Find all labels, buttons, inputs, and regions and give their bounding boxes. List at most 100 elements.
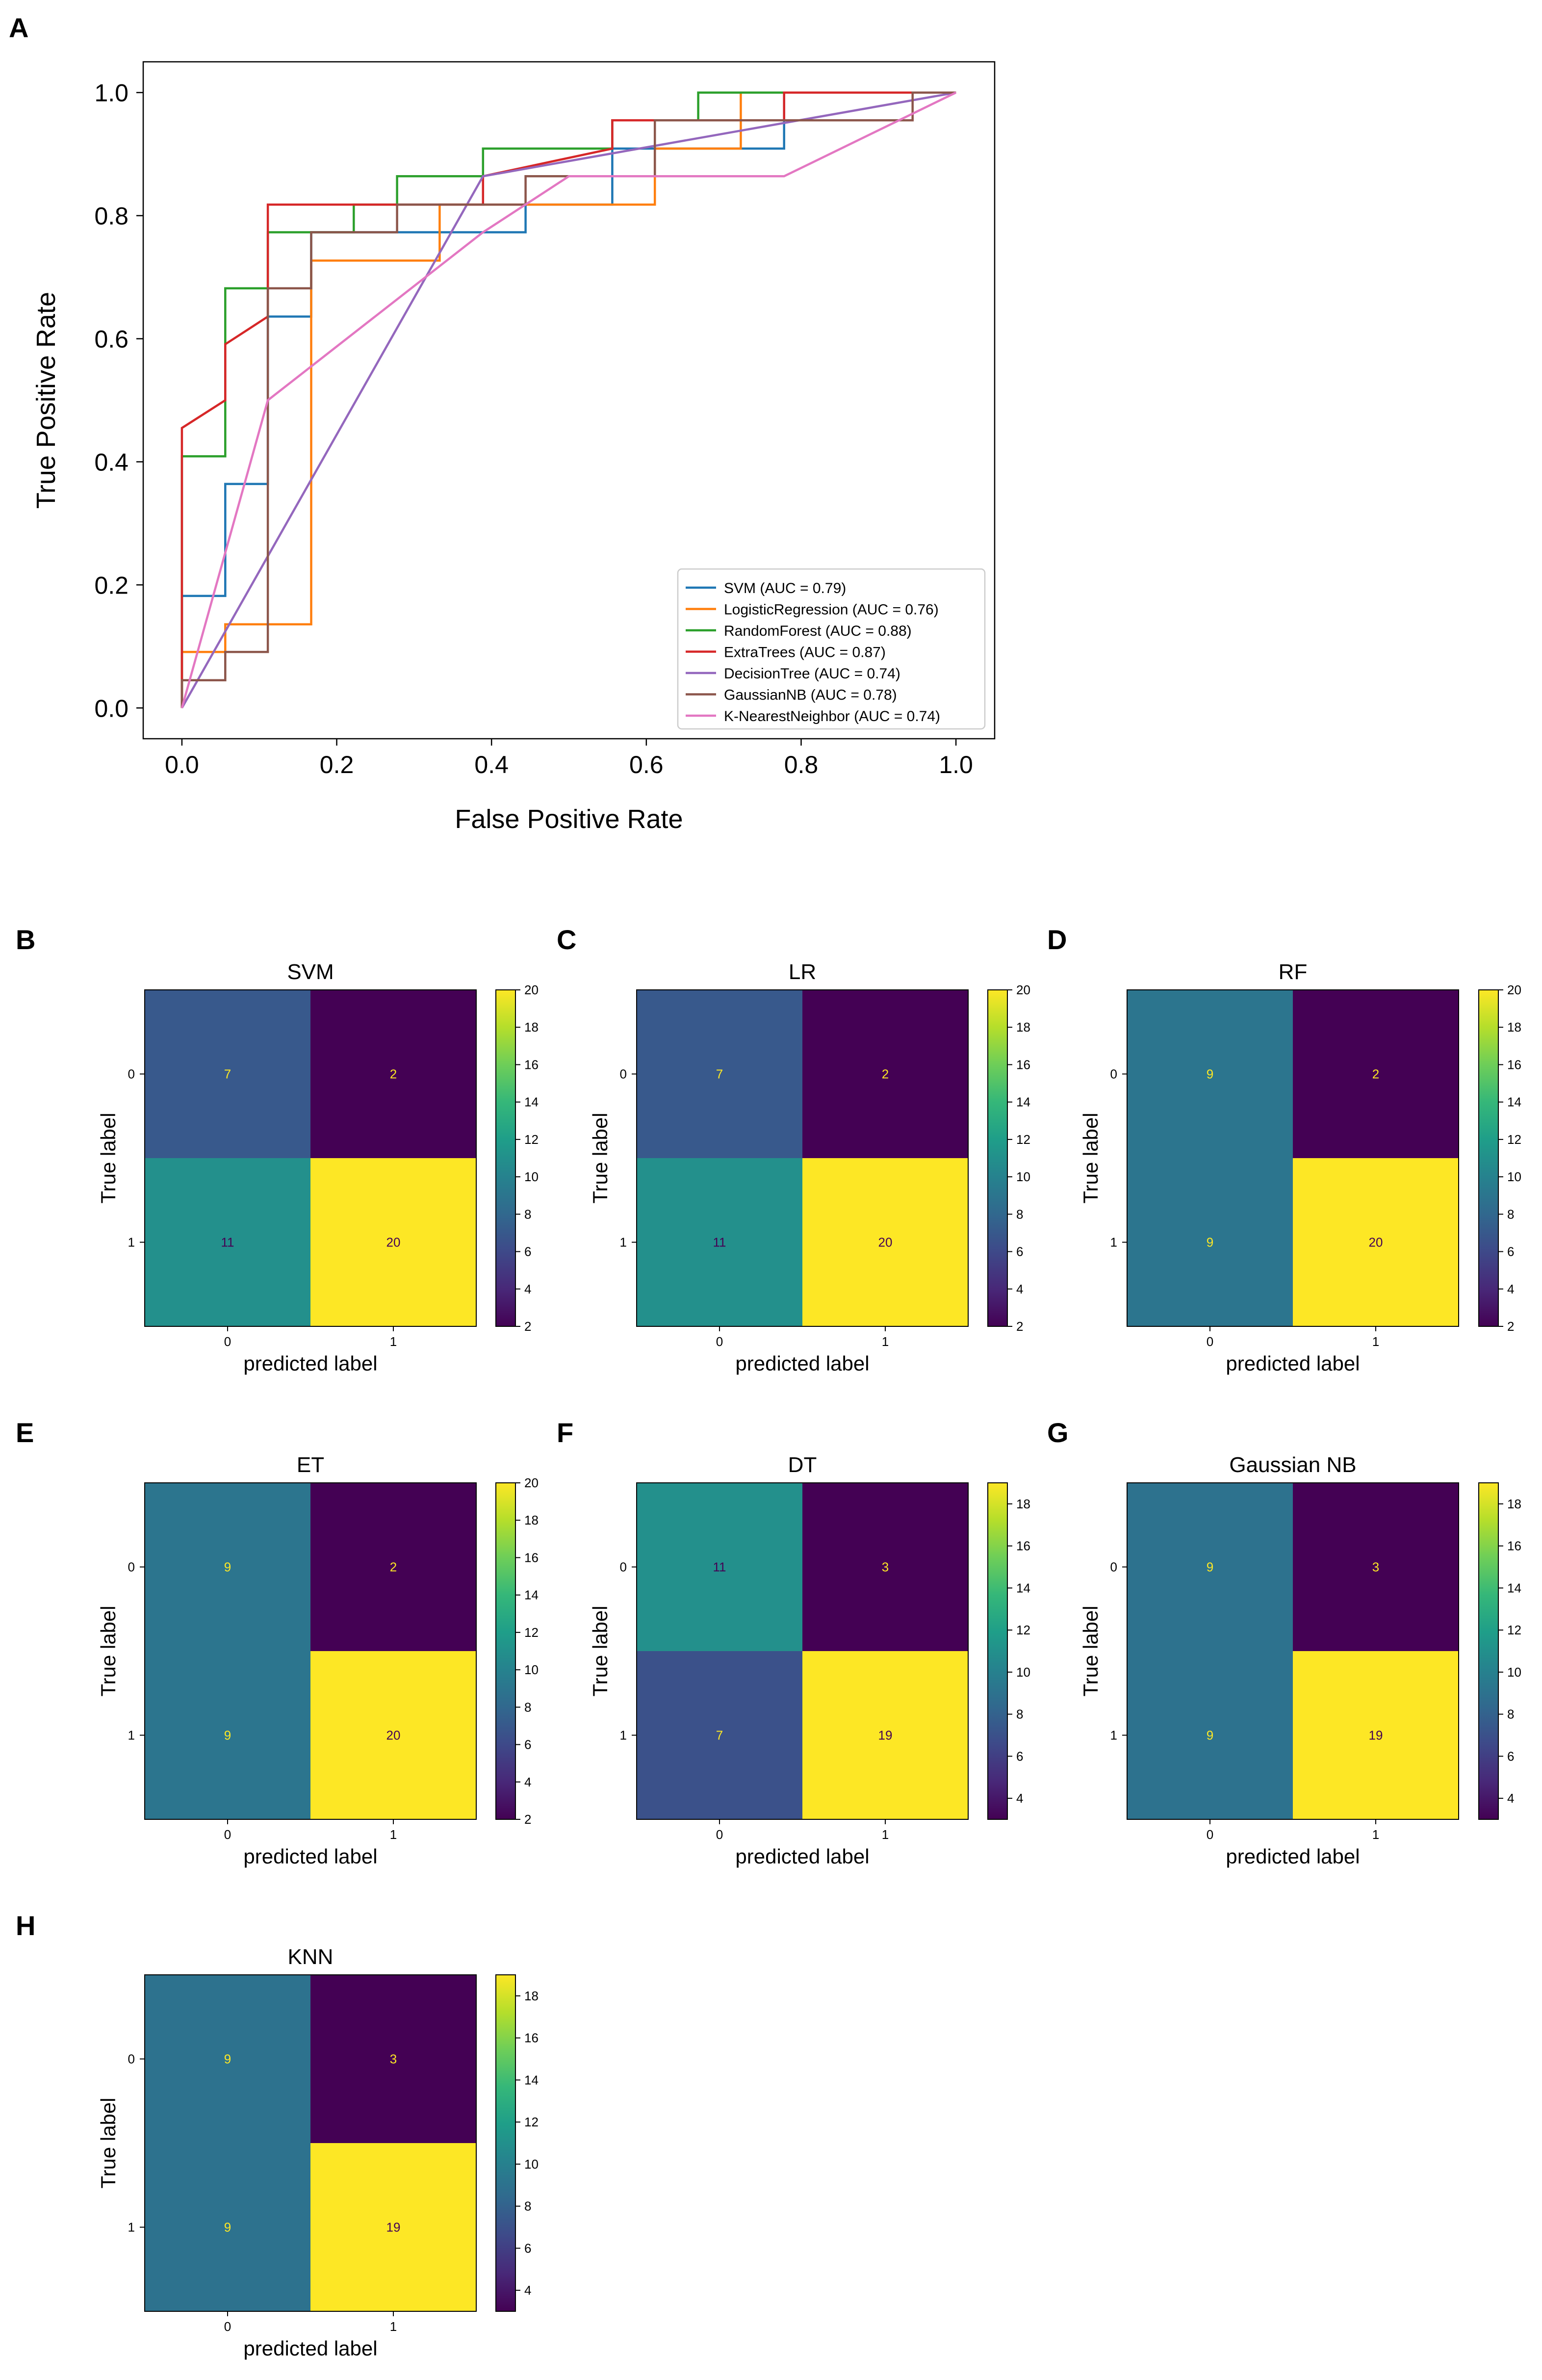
x-tick-label: 1: [1372, 1334, 1379, 1349]
matrix-title: KNN: [288, 1945, 334, 1969]
cell-value: 3: [882, 1560, 889, 1575]
matrix-cell: [310, 1975, 477, 2144]
cell-value: 9: [224, 1728, 231, 1743]
matrix-title: RF: [1279, 960, 1308, 984]
x-tick-label: 0.6: [629, 751, 664, 778]
colorbar-tick-label: 14: [1507, 1580, 1521, 1595]
x-tick-label: 1: [882, 1334, 889, 1349]
colorbar-tick-label: 4: [1016, 1791, 1023, 1806]
matrix-cell: [145, 990, 311, 1159]
y-tick-label: 0: [128, 1560, 135, 1575]
colorbar: [495, 989, 516, 1327]
roc-chart: A 0.0 0.2 0.4 0.6 0.8 1.0 0.0 0.2 0.4 0.6 0.8 1.0 Fal…: [9, 12, 996, 834]
y-tick-label: 1.0: [94, 79, 128, 107]
colorbar-tick-label: 16: [524, 1550, 539, 1565]
legend-entry: LogisticRegression (AUC = 0.76): [724, 602, 939, 618]
matrix-cell: [802, 1158, 969, 1327]
legend-entry: GaussianNB (AUC = 0.78): [724, 687, 897, 703]
y-tick-label: 0: [128, 2052, 135, 2067]
matrix-cell: [1127, 1158, 1293, 1327]
y-tick-label: 0: [128, 1067, 135, 1082]
confusion-matrix-g: G Gaussian NB 9 3 9 19 0 0 1 1 predicted label True…: [1047, 1417, 1521, 1868]
x-tick-label: 1: [390, 2319, 397, 2334]
colorbar-tick-label: 2: [524, 1812, 531, 1827]
matrix-title: LR: [789, 960, 816, 984]
x-tick-label: 0: [224, 1827, 231, 1842]
x-axis-label: False Positive Rate: [455, 804, 683, 834]
y-axis-label: True label: [97, 1112, 120, 1203]
colorbar-tick-label: 10: [524, 1169, 539, 1184]
colorbar-tick-label: 6: [524, 1737, 531, 1752]
x-tick-label: 0: [716, 1827, 723, 1842]
y-tick-label: 1: [620, 1728, 627, 1743]
colorbar-tick-label: 4: [524, 1775, 531, 1789]
colorbar-tick-label: 6: [524, 2241, 531, 2255]
y-tick-label: 0: [1110, 1560, 1117, 1575]
confusion-matrix-e: E ET 9 2 9 20 0 0 1 1 predicted label True label 2 4 6…: [16, 1417, 539, 1868]
colorbar-tick-label: 16: [524, 2031, 539, 2045]
y-tick-label: 1: [1110, 1235, 1117, 1250]
x-tick-label: 0.4: [474, 751, 509, 778]
cell-value: 19: [386, 2220, 401, 2235]
cell-value: 7: [716, 1728, 723, 1743]
y-axis-label: True Positive Rate: [31, 292, 61, 509]
x-axis-label: predicted label: [243, 1845, 377, 1868]
colorbar-tick-label: 12: [524, 1132, 539, 1147]
colorbar-tick-label: 10: [1016, 1169, 1030, 1184]
matrix-frame: [1127, 1482, 1459, 1820]
y-tick-label: 1: [620, 1235, 627, 1250]
cell-value: 20: [386, 1235, 401, 1250]
colorbar-tick-label: 4: [524, 1282, 531, 1296]
colorbar-tick-label: 8: [524, 1700, 531, 1714]
matrix-frame: [636, 1482, 969, 1820]
matrix-cell: [1293, 1651, 1459, 1820]
colorbar-tick-label: 20: [1016, 983, 1030, 997]
colorbar-tick-label: 18: [524, 1989, 539, 2003]
colorbar: [987, 1482, 1008, 1820]
colorbar-tick-label: 4: [1016, 1282, 1023, 1296]
y-tick-label: 0: [620, 1560, 627, 1575]
y-axis-label: True label: [589, 1605, 612, 1696]
colorbar-tick-label: 10: [1507, 1169, 1521, 1184]
legend-entry: K-NearestNeighbor (AUC = 0.74): [724, 708, 940, 724]
colorbar-tick-label: 10: [1016, 1665, 1030, 1680]
colorbar-tick-label: 10: [524, 1662, 539, 1677]
y-axis-label: True label: [97, 2097, 120, 2188]
cell-value: 9: [224, 2052, 231, 2067]
colorbar-tick-label: 18: [1507, 1497, 1521, 1511]
matrix-cell: [802, 990, 969, 1159]
matrix-cell: [145, 1651, 311, 1820]
colorbar-tick-label: 4: [1507, 1282, 1514, 1296]
cell-value: 2: [390, 1560, 397, 1575]
colorbar-tick-label: 2: [524, 1319, 531, 1334]
colorbar-tick-label: 4: [1507, 1791, 1514, 1806]
y-tick-label: 1: [128, 1728, 135, 1743]
matrix-frame: [1127, 989, 1459, 1327]
x-tick-label: 0: [1207, 1827, 1213, 1842]
matrix-frame: [144, 1974, 477, 2312]
colorbar-tick-label: 10: [524, 2157, 539, 2172]
colorbar: [1478, 989, 1499, 1327]
y-tick-label: 0.4: [94, 448, 128, 476]
matrix-cell: [310, 1483, 477, 1652]
y-tick-label: 0.0: [94, 695, 128, 722]
x-axis-label: predicted label: [243, 2337, 377, 2360]
y-tick-label: 1: [1110, 1728, 1117, 1743]
cell-value: 9: [1207, 1560, 1213, 1575]
x-tick-label: 1: [882, 1827, 889, 1842]
x-axis-label: predicted label: [1226, 1845, 1360, 1868]
matrix-cell: [1127, 990, 1293, 1159]
colorbar-tick-label: 18: [524, 1513, 539, 1527]
x-tick-label: 1: [1372, 1827, 1379, 1842]
panel-label-c: C: [557, 924, 576, 955]
cell-value: 20: [878, 1235, 893, 1250]
colorbar-tick-label: 10: [1507, 1665, 1521, 1680]
colorbar-tick-label: 8: [1507, 1707, 1514, 1722]
colorbar: [1478, 1482, 1499, 1820]
matrix-cell: [637, 1158, 803, 1327]
y-axis-label: True label: [97, 1605, 120, 1696]
colorbar-tick-label: 16: [1507, 1539, 1521, 1553]
matrix-cell: [310, 2143, 477, 2312]
y-tick-label: 0: [620, 1067, 627, 1082]
